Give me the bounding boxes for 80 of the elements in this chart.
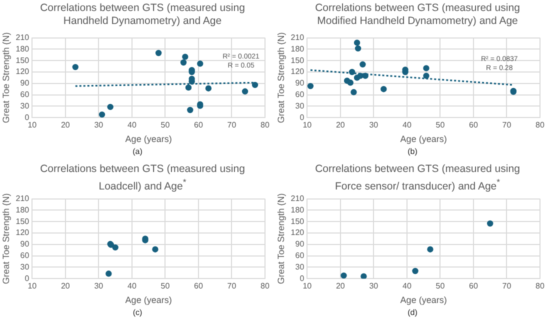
y-tick-label: 30 — [295, 101, 305, 110]
x-tick-label: 60 — [469, 120, 478, 130]
x-tick-label: 10 — [302, 282, 312, 291]
chart-title: Correlations between GTS (measured using Force sensor/ transducer) and Age$^{*}$ — [314, 162, 521, 192]
x-tick-label: 50 — [436, 120, 446, 130]
y-tick-label: 210 — [290, 33, 305, 42]
x-tick-label: 40 — [127, 120, 137, 130]
y-tick-label: 210 — [16, 33, 30, 42]
text: (a) — [132, 146, 144, 157]
y-axis-title: Great Toe Strength (N) — [276, 32, 286, 124]
y-tick-label: 120 — [290, 228, 305, 238]
x-tick-label: 30 — [369, 282, 379, 291]
chart-title: Correlations between GTS (measured using Handheld Dynamometry) and Age — [39, 1, 246, 29]
y-tick-label: 150 — [16, 56, 30, 65]
x-tick-label: 20 — [60, 282, 70, 291]
y-tick-label: 210 — [290, 194, 305, 204]
y-tick-label: 210 — [16, 194, 30, 204]
y-tick-label: 120 — [16, 67, 30, 76]
x-tick-label: 60 — [194, 282, 204, 291]
chart-title: Correlations between GTS (measured using Modified Handheld Dynamometry) and Age — [314, 1, 521, 29]
x-axis-title: Age (years) — [125, 295, 172, 306]
y-tick-label: 180 — [16, 44, 30, 54]
x-tick-label: 50 — [160, 120, 170, 130]
x-tick-label: 40 — [402, 120, 412, 130]
x-tick-label: 10 — [302, 120, 312, 130]
x-tick-label: 30 — [369, 120, 379, 130]
chart-title: Correlations between GTS (measured using Loadcell) and Age$^{*}$ — [39, 162, 246, 192]
x-tick-label: 80 — [260, 282, 270, 291]
y-tick-label: 180 — [290, 205, 305, 214]
y-tick-label: 90 — [295, 240, 305, 249]
y-tick-label: 150 — [16, 216, 30, 226]
y-tick-label: 60 — [20, 251, 30, 260]
y-tick-label: 0 — [300, 274, 305, 283]
x-tick-label: 30 — [94, 120, 104, 130]
text: (c) — [132, 307, 144, 318]
x-tick-label: 40 — [127, 282, 137, 291]
x-tick-label: 80 — [536, 120, 545, 130]
x-tick-label: 70 — [227, 282, 237, 291]
y-tick-label: 180 — [290, 44, 305, 54]
y-tick-label: 90 — [295, 78, 305, 88]
x-tick-label: 70 — [502, 282, 512, 291]
text: (b) — [406, 146, 418, 157]
x-tick-label: 20 — [336, 282, 346, 291]
y-tick-label: 0 — [24, 274, 30, 283]
y-tick-label: 90 — [20, 240, 30, 249]
y-tick-label: 30 — [20, 101, 30, 110]
y-tick-label: 60 — [295, 90, 305, 100]
y-tick-label: 30 — [20, 262, 30, 272]
x-axis-title: Age (years) — [125, 134, 172, 144]
x-tick-label: 80 — [536, 282, 545, 291]
x-tick-label: 70 — [502, 120, 512, 130]
y-tick-label: 0 — [300, 112, 305, 122]
x-tick-label: 50 — [436, 282, 446, 291]
y-tick-label: 120 — [290, 67, 305, 76]
y-tick-label: 60 — [295, 251, 305, 260]
y-axis-title: Great Toe Strength (N) — [0, 193, 11, 284]
x-tick-label: 80 — [260, 120, 270, 130]
x-tick-label: 10 — [28, 282, 38, 291]
x-tick-label: 50 — [160, 282, 170, 291]
y-tick-label: 90 — [20, 78, 30, 88]
x-tick-label: 60 — [469, 282, 478, 291]
x-axis-title: Age (years) — [400, 134, 447, 144]
text: (d) — [406, 307, 418, 318]
x-tick-label: 20 — [60, 120, 70, 130]
x-tick-label: 70 — [227, 120, 237, 130]
y-tick-label: 150 — [290, 216, 305, 226]
y-tick-label: 180 — [16, 205, 30, 214]
x-tick-label: 30 — [94, 282, 104, 291]
y-axis-title: Great Toe Strength (N) — [276, 193, 286, 284]
y-tick-label: 0 — [24, 112, 30, 122]
x-tick-label: 10 — [28, 120, 38, 130]
y-tick-label: 120 — [16, 228, 30, 238]
y-tick-label: 150 — [290, 56, 305, 65]
y-tick-label: 60 — [20, 90, 30, 100]
x-axis-title: Age (years) — [400, 295, 447, 306]
x-tick-label: 20 — [336, 120, 346, 130]
y-axis-title: Great Toe Strength (N) — [0, 32, 11, 124]
y-tick-label: 30 — [295, 262, 305, 272]
x-tick-label: 40 — [402, 282, 412, 291]
x-tick-label: 60 — [194, 120, 204, 130]
